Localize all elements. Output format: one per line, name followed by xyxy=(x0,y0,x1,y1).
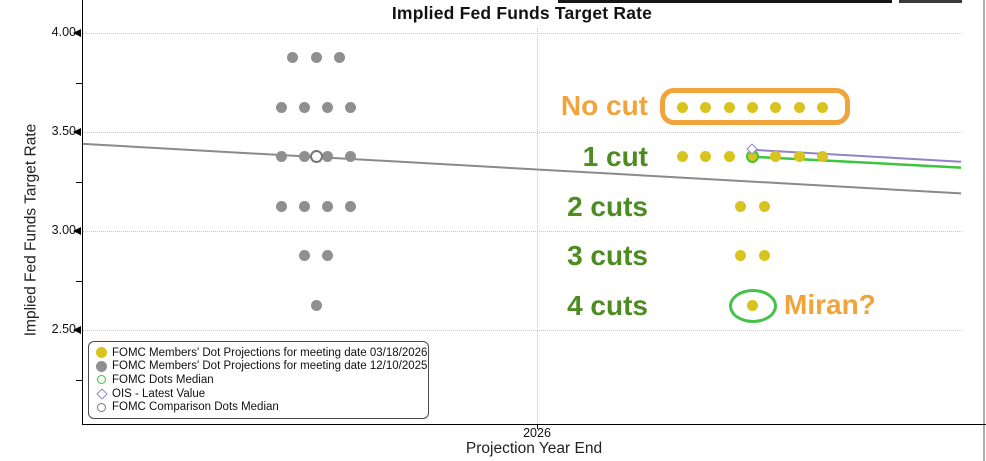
legend-item: OIS - Latest Value xyxy=(95,387,422,401)
gray-dot-icon xyxy=(95,360,108,372)
fomc-dot xyxy=(816,151,828,163)
fomc-dot xyxy=(758,250,770,262)
fomc-dot xyxy=(298,250,310,262)
x-tick-label: 2026 xyxy=(523,426,551,440)
annotation-4-cuts: 4 cuts xyxy=(567,290,648,321)
fomc-dot xyxy=(345,200,357,212)
fomc-dot xyxy=(758,200,770,212)
no-cut-highlight-box xyxy=(660,88,850,125)
cropped-toolbar-remnant xyxy=(558,0,892,3)
vertical-gridline-2026 xyxy=(537,28,538,424)
fomc-dot xyxy=(700,101,712,113)
fomc-dot xyxy=(345,151,357,163)
fomc-dot xyxy=(816,101,828,113)
fomc-dot xyxy=(275,101,287,113)
y-minor-tick xyxy=(76,181,82,183)
annotation-miran: Miran? xyxy=(784,289,876,320)
line-fomc-comparison-dots-median xyxy=(82,142,962,195)
y-tick-arrow xyxy=(73,326,81,334)
fomc-dot xyxy=(310,52,322,64)
fomc-dot xyxy=(735,250,747,262)
legend-item: FOMC Comparison Dots Median xyxy=(95,400,422,414)
fomc-dot xyxy=(723,151,735,163)
x-tick-mark xyxy=(537,424,538,429)
y-tick-arrow xyxy=(73,128,81,136)
legend-item: FOMC Dots Median xyxy=(95,373,422,387)
annotation-1-cut: 1 cut xyxy=(582,141,648,172)
fomc-dot xyxy=(275,200,287,212)
fomc-dot xyxy=(322,101,334,113)
y-tick-label: 4.00 xyxy=(51,25,76,39)
fomc-dot xyxy=(298,151,310,163)
marker-fomc-comparison-dots-median xyxy=(309,150,323,164)
fomc-dot xyxy=(275,151,287,163)
y-tick-arrow xyxy=(73,29,81,37)
y-tick-label: 3.00 xyxy=(51,223,76,237)
fomc-dot xyxy=(700,151,712,163)
fomc-dot xyxy=(310,299,322,311)
fomc-dot xyxy=(770,101,782,113)
h-gridline xyxy=(83,230,962,232)
open-circle-icon xyxy=(95,375,108,385)
legend: FOMC Members' Dot Projections for meetin… xyxy=(88,341,429,419)
open-circle-icon xyxy=(95,402,108,412)
fomc-dot xyxy=(322,250,334,262)
fomc-dot xyxy=(298,200,310,212)
x-axis-line xyxy=(82,424,986,425)
window-right-border xyxy=(983,0,985,461)
fomc-dot xyxy=(735,200,747,212)
fomc-dot xyxy=(333,52,345,64)
legend-item: FOMC Members' Dot Projections for meetin… xyxy=(95,346,427,360)
fomc-dot xyxy=(793,101,805,113)
annotation-2-cuts: 2 cuts xyxy=(567,191,648,222)
fomc-dot xyxy=(747,101,758,113)
miran-highlight-ellipse xyxy=(729,289,777,323)
y-minor-tick xyxy=(76,82,82,84)
line-fomc-dots-median xyxy=(752,155,962,169)
fomc-dot xyxy=(677,151,689,163)
chart-title: Implied Fed Funds Target Rate xyxy=(391,3,653,23)
cropped-toolbar-remnant xyxy=(899,0,962,3)
y-tick-label: 2.50 xyxy=(51,322,76,336)
y-minor-tick xyxy=(76,280,82,282)
y-tick-arrow xyxy=(73,227,81,235)
annotation-3-cuts: 3 cuts xyxy=(567,240,648,271)
x-axis-title: Projection Year End xyxy=(465,440,603,457)
diamond-icon xyxy=(95,387,108,400)
y-tick-label: 3.50 xyxy=(51,124,76,138)
h-gridline xyxy=(83,329,962,331)
h-gridline xyxy=(83,32,962,34)
h-gridline xyxy=(83,131,962,133)
fomc-dot xyxy=(793,151,805,163)
fomc-dot xyxy=(322,200,334,212)
fomc-dot xyxy=(677,101,689,113)
fomc-dot xyxy=(298,101,310,113)
fomc-dot xyxy=(345,101,357,113)
fomc-dot xyxy=(723,101,735,113)
fomc-dot xyxy=(322,151,334,163)
fomc-dot xyxy=(770,151,782,163)
y-axis-line xyxy=(82,0,83,425)
yellow-dot-icon xyxy=(95,347,108,359)
annotation-no-cut: No cut xyxy=(560,90,648,121)
fomc-dot xyxy=(287,52,299,64)
line-ois-latest-value xyxy=(752,148,962,163)
y-minor-tick xyxy=(76,379,82,381)
legend-item: FOMC Members' Dot Projections for meetin… xyxy=(95,360,427,374)
